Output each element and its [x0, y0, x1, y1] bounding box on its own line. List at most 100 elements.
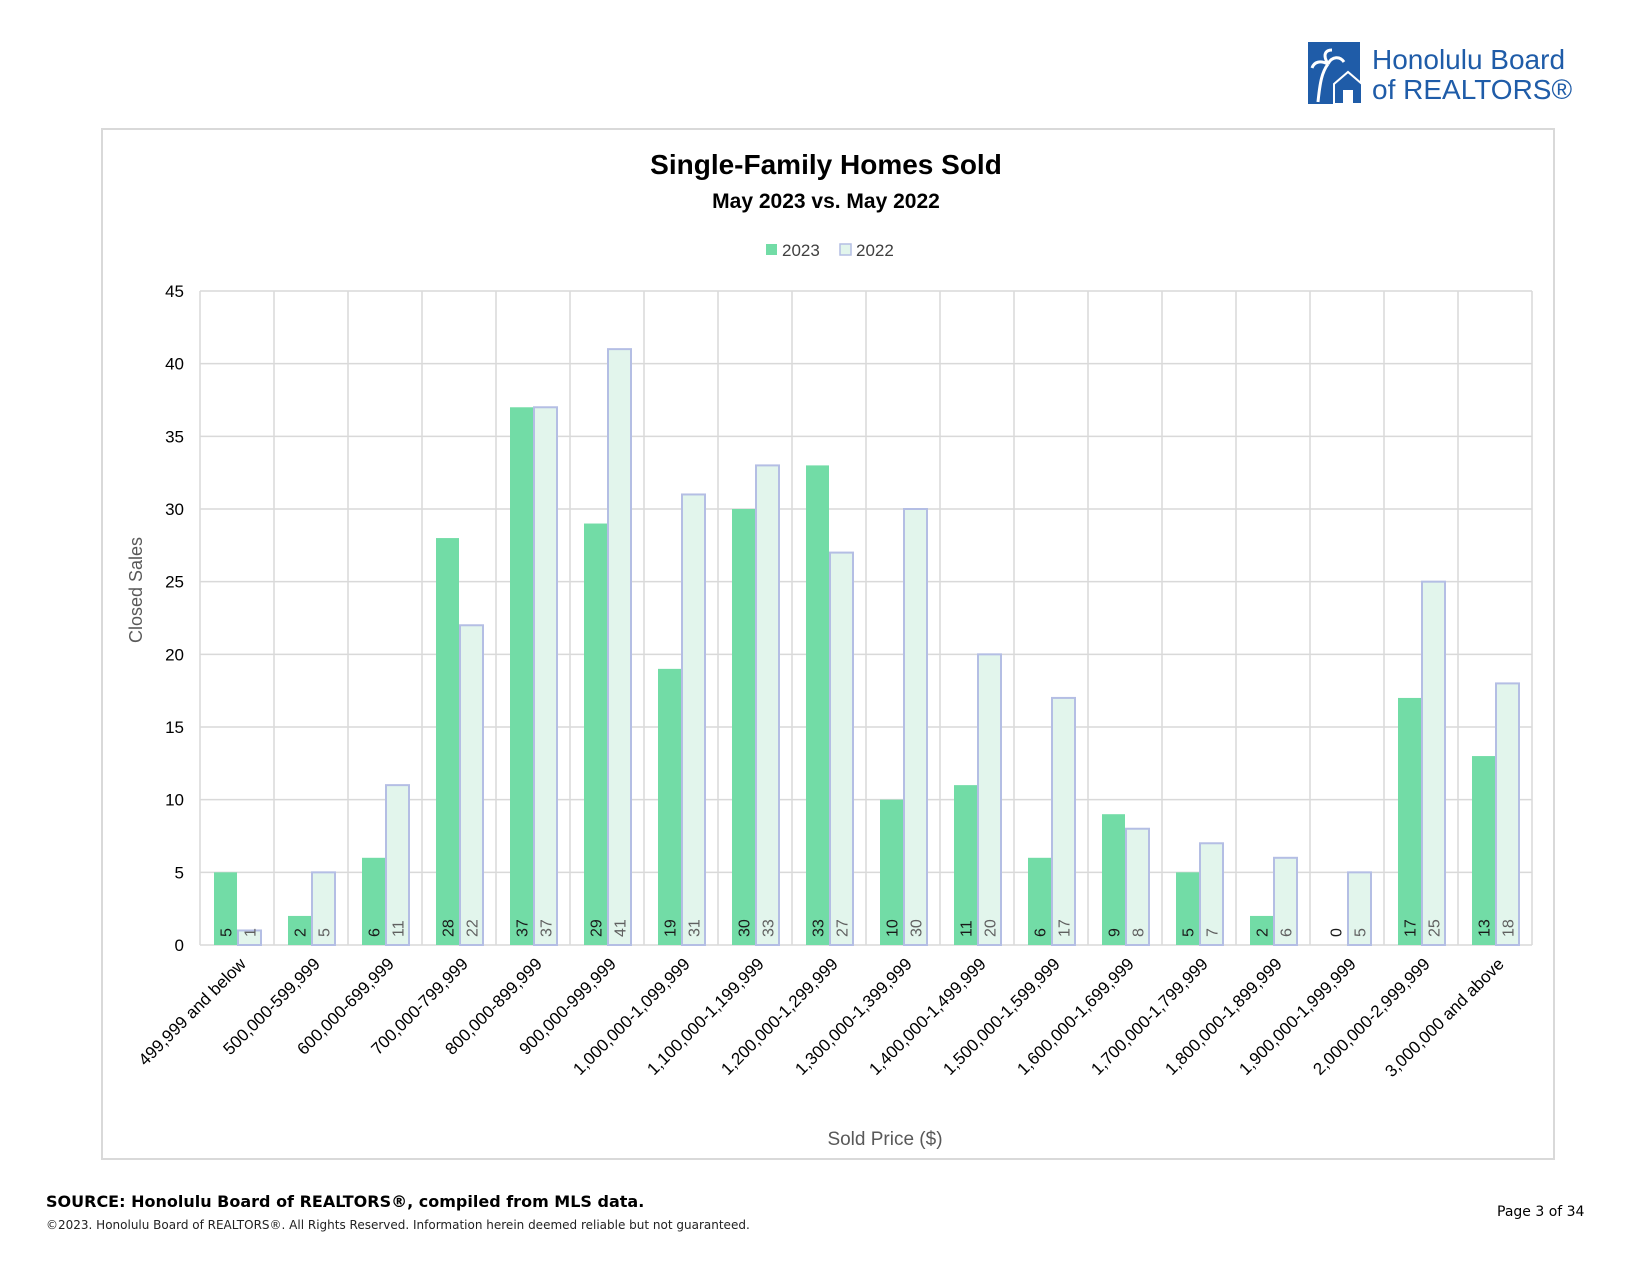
- y-tick-label: 15: [165, 718, 184, 737]
- chart-subtitle: May 2023 vs. May 2022: [712, 190, 940, 213]
- data-label-2023: 9: [1107, 928, 1124, 937]
- data-label-2022: 6: [1279, 928, 1296, 937]
- data-label-2022: 11: [391, 920, 408, 937]
- data-label-2023: 33: [811, 919, 828, 937]
- bar-2022: [681, 493, 706, 946]
- bar-2023: [1028, 857, 1051, 945]
- legend-label-2022: 2022: [856, 241, 894, 260]
- data-label-2022: 8: [1131, 928, 1148, 937]
- bar-2022: [385, 784, 410, 947]
- data-label-2022: 5: [1353, 928, 1370, 937]
- data-label-2022: 1: [243, 928, 260, 937]
- data-label-2023: 37: [515, 919, 532, 937]
- y-tick-label: 30: [165, 500, 184, 519]
- bar-2022: [1421, 580, 1446, 947]
- bars: [214, 348, 1520, 947]
- x-axis-label: Sold Price ($): [827, 1129, 942, 1150]
- palm-tree-icon: [1316, 63, 1330, 103]
- data-label-2023: 30: [737, 919, 754, 937]
- bar-2022: [1199, 842, 1224, 946]
- bar-2022: [755, 464, 780, 946]
- bar-2023: [732, 509, 755, 945]
- data-label-2023: 2: [1255, 928, 1272, 937]
- data-label-2022: 41: [613, 919, 630, 937]
- bar-2023: [288, 915, 311, 945]
- logo-text-line2: of REALTORS®: [1372, 74, 1572, 105]
- data-label-2022: 18: [1501, 919, 1518, 937]
- page-number: Page 3 of 34: [1497, 1204, 1585, 1220]
- data-labels: 5 1 2 5 6 11 28 22 37 37 29 41 19 31 30 33 33 27 10 30 11 20 6…: [219, 919, 1518, 937]
- bar-2023: [1250, 915, 1273, 945]
- logo-text-line1: Honolulu Board: [1372, 44, 1565, 75]
- bar-2023: [510, 407, 533, 945]
- data-label-2023: 29: [589, 919, 606, 937]
- data-label-2022: 7: [1205, 928, 1222, 937]
- data-label-2022: 33: [761, 919, 778, 937]
- bar-2022: [977, 653, 1002, 946]
- data-label-2023: 6: [367, 928, 384, 937]
- bar-2022: [1495, 682, 1520, 947]
- data-label-2023: 5: [1181, 928, 1198, 937]
- bar-2022: [1125, 827, 1150, 947]
- y-tick-label: 35: [165, 427, 184, 446]
- bar-2023: [1102, 814, 1125, 945]
- y-tick-label: 5: [175, 863, 184, 882]
- y-tick-label: 10: [165, 791, 184, 810]
- data-label-2022: 20: [983, 919, 1000, 937]
- chart-frame: [101, 128, 1555, 1160]
- y-tick-label: 45: [165, 282, 184, 301]
- honolulu-board-logo: Honolulu Board of REALTORS®: [1308, 42, 1572, 105]
- bar-2022: [1051, 696, 1076, 947]
- y-tick-label: 20: [165, 645, 184, 664]
- y-tick-label: 25: [165, 573, 184, 592]
- data-label-2022: 30: [909, 919, 926, 937]
- bar-2022: [237, 929, 262, 947]
- legend-swatch-2023: [766, 244, 777, 255]
- y-tick-label: 0: [175, 936, 184, 955]
- bar-2023: [584, 523, 607, 945]
- data-label-2023: 19: [663, 919, 680, 937]
- data-label-2022: 31: [687, 919, 704, 937]
- data-label-2023: 5: [219, 928, 236, 937]
- y-axis-label: Closed Sales: [126, 537, 146, 643]
- bar-2023: [806, 465, 829, 945]
- chart-title: Single-Family Homes Sold: [650, 149, 1002, 180]
- legend-swatch-2022: [839, 243, 852, 256]
- bar-2023: [658, 668, 681, 945]
- bar-2022: [459, 624, 484, 946]
- copyright-note: ©2023. Honolulu Board of REALTORS®. All …: [46, 1218, 750, 1232]
- bar-2023: [362, 857, 385, 945]
- data-label-2022: 22: [465, 919, 482, 937]
- bar-2023: [954, 785, 977, 945]
- bar-2023: [880, 799, 903, 945]
- data-label-2023: 17: [1403, 919, 1420, 937]
- source-note: SOURCE: Honolulu Board of REALTORS®, com…: [46, 1192, 645, 1211]
- bar-2022: [607, 348, 632, 946]
- bar-2022: [829, 551, 854, 946]
- data-label-2022: 25: [1427, 919, 1444, 937]
- bar-2022: [1273, 856, 1298, 946]
- bar-2023: [436, 538, 459, 945]
- data-label-2022: 5: [317, 928, 334, 937]
- bar-2022: [1347, 871, 1372, 946]
- bar-2022: [903, 508, 928, 946]
- bar-2023: [1176, 872, 1199, 945]
- bar-2023: [1398, 697, 1421, 945]
- bar-2022: [533, 406, 558, 946]
- data-label-2022: 27: [835, 919, 852, 937]
- legend-label-2023: 2023: [782, 241, 820, 260]
- data-label-2023: 10: [885, 919, 902, 937]
- data-label-2023: 6: [1033, 928, 1050, 937]
- data-label-2023: 11: [959, 920, 976, 937]
- data-label-2023: 0: [1329, 928, 1346, 937]
- legend: 2023 2022: [766, 241, 894, 260]
- data-label-2022: 17: [1057, 919, 1074, 937]
- bar-2023: [1472, 756, 1495, 945]
- y-tick-label: 40: [165, 355, 184, 374]
- data-label-2023: 13: [1477, 919, 1494, 937]
- grid: [199, 290, 1533, 946]
- bar-2023: [214, 872, 237, 945]
- data-label-2023: 2: [293, 928, 310, 937]
- bar-2022: [311, 871, 336, 946]
